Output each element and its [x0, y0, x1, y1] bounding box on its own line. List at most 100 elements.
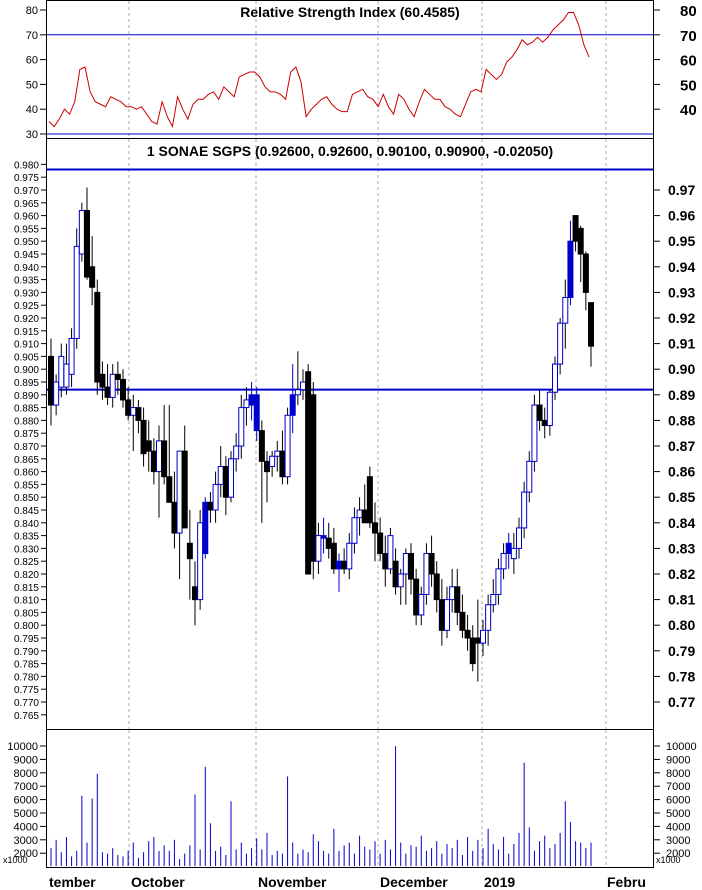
price-left-tick-label: 0.950	[14, 237, 39, 248]
candle-body	[402, 553, 409, 575]
price-title: 1 SONAE SGPS (0.92600, 0.92600, 0.90100,…	[147, 143, 553, 159]
volume-right-tick-label: 9000	[666, 754, 690, 766]
month-label-november: November	[258, 874, 327, 890]
candle-body	[197, 522, 204, 601]
price-right-tick-label: 0.86	[668, 464, 695, 480]
rsi-left-tick-label: 50	[26, 79, 38, 91]
candle	[310, 382, 317, 580]
volume-right-tick-label: 2000	[666, 848, 690, 860]
price-right-tick-label: 0.97	[668, 182, 695, 198]
price-left-tick-label: 0.935	[14, 276, 39, 287]
candle	[495, 558, 502, 605]
candle-body	[222, 465, 229, 498]
candle	[181, 425, 188, 529]
candle-body	[305, 371, 312, 575]
candle	[73, 228, 80, 349]
candle	[572, 215, 579, 252]
candle-body	[577, 227, 584, 255]
candle-body	[294, 389, 301, 396]
candle-body	[423, 553, 430, 595]
candle	[315, 522, 322, 574]
candle-body	[428, 553, 435, 575]
candle-body	[459, 611, 466, 631]
candle-body	[346, 542, 353, 570]
candle	[490, 579, 497, 613]
candle-body	[490, 593, 497, 606]
price-left-tick-label: 0.965	[14, 199, 39, 210]
candle	[382, 535, 389, 587]
price-left-tick-label: 0.840	[14, 519, 39, 530]
price-left-tick-label: 0.970	[14, 186, 39, 197]
volume-unit-left: x1000	[3, 855, 28, 865]
candle-body	[207, 501, 214, 511]
volume-left-tick-label: 4000	[14, 821, 38, 833]
candle	[361, 484, 368, 524]
candle	[485, 594, 492, 646]
candle-body	[53, 381, 60, 406]
candle	[567, 220, 574, 306]
candle	[300, 369, 306, 400]
candle	[356, 497, 363, 536]
candle-body	[485, 604, 492, 631]
candle-body	[444, 599, 450, 631]
volume-left-tick-label: 2000	[14, 848, 38, 860]
candle-body	[464, 629, 471, 639]
candle-body	[377, 532, 384, 555]
candle-body	[572, 215, 579, 242]
candle	[577, 225, 584, 283]
price-left-tick-label: 0.960	[14, 212, 39, 223]
candle	[516, 517, 522, 559]
candle-body	[408, 553, 414, 580]
candle-body	[171, 501, 178, 534]
price-left-tick-label: 0.925	[14, 301, 39, 312]
candle	[336, 553, 342, 592]
candle	[150, 438, 157, 485]
rsi-right-tick-label: 40	[680, 102, 697, 119]
candle-body	[474, 637, 481, 644]
candle-body	[449, 586, 456, 601]
price-left-tick-label: 0.980	[14, 160, 39, 171]
volume-right-tick-label: 4000	[666, 821, 690, 833]
candle-body	[258, 430, 265, 462]
candle-body	[58, 355, 65, 388]
candle	[454, 568, 461, 626]
candle	[217, 446, 224, 498]
price-left-tick-label: 0.775	[14, 685, 39, 696]
price-right-tick-label: 0.87	[668, 438, 695, 454]
price-left-tick-label: 0.860	[14, 468, 39, 479]
price-right-tick-label: 0.81	[668, 592, 695, 608]
price-left-tick-label: 0.810	[14, 596, 39, 607]
candle-body	[150, 450, 157, 473]
price-left-tick-label: 0.855	[14, 480, 39, 491]
candle-body	[212, 483, 219, 511]
volume-left-tick-label: 10000	[7, 741, 38, 753]
candle-body	[505, 542, 512, 555]
rsi-left-tick-label: 80	[26, 5, 38, 17]
candle-body	[541, 419, 548, 427]
candle	[228, 451, 234, 503]
candle	[397, 568, 404, 605]
price-left-tick-label: 0.975	[14, 173, 39, 184]
candle-body	[454, 586, 461, 613]
month-label-december: December	[380, 874, 448, 890]
candle	[140, 407, 147, 467]
rsi-left-tick-label: 40	[26, 104, 38, 116]
candle-body	[248, 394, 255, 406]
candle	[171, 471, 178, 549]
candle	[423, 543, 430, 605]
candle	[99, 361, 106, 400]
candle-body	[588, 302, 594, 347]
candle	[433, 561, 440, 613]
candle-body	[387, 535, 394, 570]
price-left-tick-label: 0.955	[14, 224, 39, 235]
candle	[341, 548, 348, 574]
candle-body	[495, 568, 502, 595]
candle	[243, 387, 250, 426]
price-left-tick-label: 0.800	[14, 621, 39, 632]
price-right-tick-label: 0.77	[668, 694, 695, 710]
candle-body	[557, 322, 564, 365]
candle-body	[526, 460, 533, 493]
rsi-line	[48, 11, 590, 129]
candle-body	[480, 629, 486, 644]
price-left-tick-label: 0.780	[14, 672, 39, 683]
